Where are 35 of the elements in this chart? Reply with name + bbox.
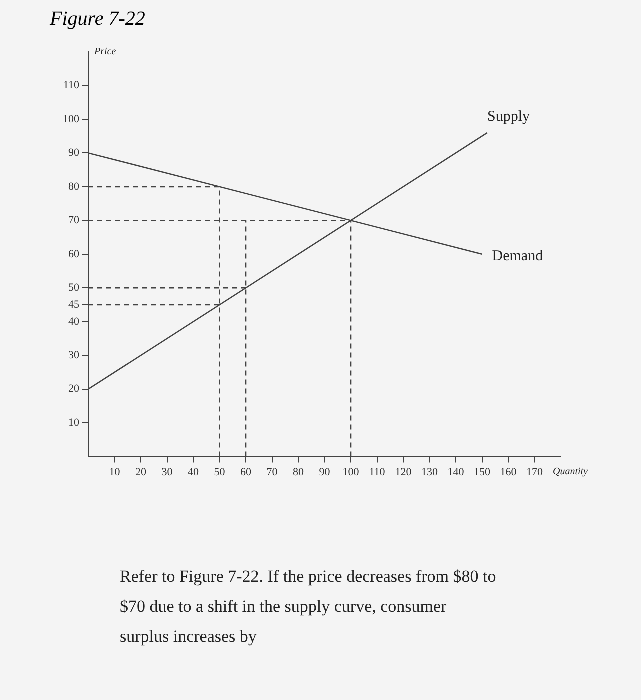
- x-tick-label: 80: [293, 466, 304, 478]
- y-tick-label: 60: [68, 248, 80, 260]
- x-tick-label: 160: [500, 466, 518, 478]
- y-tick-label: 70: [68, 214, 80, 227]
- series-label: Demand: [492, 248, 544, 264]
- y-tick-label: 100: [63, 113, 80, 126]
- y-tick-label: 80: [68, 180, 80, 193]
- x-tick-label: 60: [240, 466, 252, 478]
- x-tick-label: 140: [448, 466, 465, 478]
- y-tick-label: 50: [68, 282, 80, 294]
- chart-title: Figure 7-22: [49, 7, 146, 32]
- x-axis-title: Quantity: [553, 466, 589, 478]
- y-axis-title: Price: [94, 46, 117, 58]
- x-tick-label: 50: [214, 466, 226, 478]
- y-tick-label: 30: [68, 349, 80, 362]
- x-tick-label: 170: [526, 466, 544, 478]
- series-label: Supply: [488, 108, 531, 125]
- x-tick-label: 150: [474, 466, 491, 478]
- x-tick-label: 90: [319, 466, 331, 478]
- y-tick-label: 40: [68, 316, 80, 328]
- x-tick-label: 70: [266, 466, 278, 478]
- x-tick-label: 20: [136, 466, 147, 478]
- y-tick-label: 45: [68, 298, 80, 311]
- x-tick-label: 130: [422, 466, 438, 478]
- y-tick-label: 90: [68, 147, 80, 160]
- x-tick-label: 120: [395, 466, 412, 478]
- x-tick-label: 30: [162, 466, 174, 478]
- x-tick-label: 10: [109, 466, 121, 478]
- x-tick-label: 100: [342, 466, 360, 478]
- y-tick-label: 110: [63, 80, 80, 92]
- x-tick-label: 110: [369, 466, 386, 478]
- y-tick-label: 10: [68, 416, 80, 429]
- text: Refer to Figure 7-22. If the price decreases from $80 to $70 due to a shift in the supply curve, consumer surplus increases by: [120, 566, 498, 648]
- y-tick-label: 20: [68, 383, 80, 396]
- x-tick-label: 40: [188, 466, 200, 478]
